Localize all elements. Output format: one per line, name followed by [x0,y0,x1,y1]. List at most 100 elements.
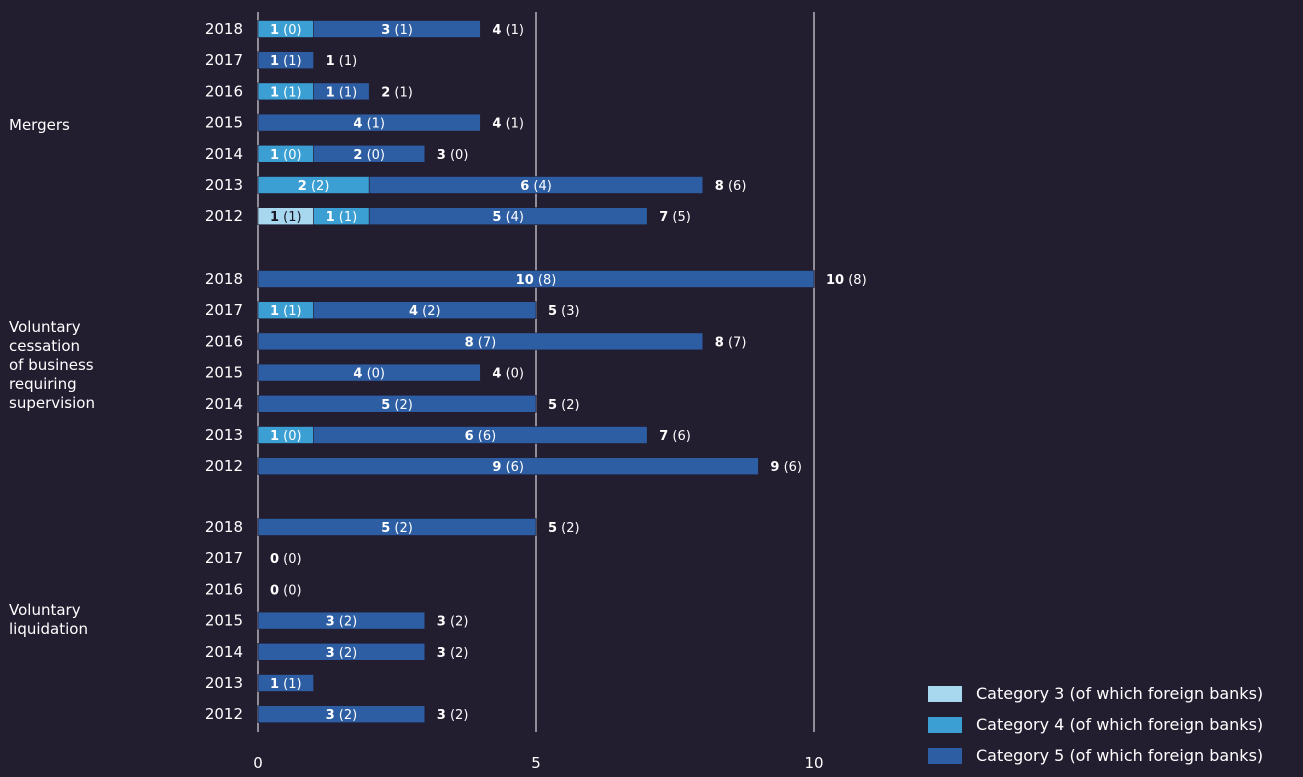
year-label: 2013 [205,176,243,194]
segment-label: 1 (1) [270,677,302,692]
segment-label: 8 (7) [465,335,497,350]
legend-swatch-cat4 [928,717,962,733]
total-label: 3 (2) [437,614,469,629]
year-label: 2012 [205,705,243,723]
bar-segment-cat5 [257,51,314,70]
segment-label: 3 (2) [326,645,358,660]
segment-label: 2 (2) [298,179,330,194]
year-label: 2018 [205,20,243,38]
legend-label-cat3: Category 3 (of which foreign banks) [976,684,1264,703]
year-label: 2016 [205,332,243,350]
year-label: 2016 [205,580,243,598]
segment-label: 6 (6) [465,429,497,444]
total-label: 5 (2) [548,521,580,536]
total-label: 4 (0) [492,366,524,381]
bar-segment-cat5 [257,518,537,536]
legend-swatch-cat3 [928,686,962,702]
total-label: 5 (3) [548,304,580,319]
bar-segment-cat5 [257,611,426,630]
bar-segment-cat5 [257,705,426,724]
segment-label: 10 (8) [516,273,557,288]
total-label: 3 (2) [437,708,469,723]
segment-label: 5 (2) [381,521,413,536]
bar-segment-cat5 [313,20,481,38]
total-label: 2 (1) [381,85,413,100]
bar-segment-cat5 [257,113,481,132]
bar-segment-cat5 [313,426,648,444]
bar-segment-cat5 [313,82,370,101]
total-label: 4 (1) [492,116,524,131]
year-label: 2014 [205,145,243,163]
total-label: 7 (6) [659,429,691,444]
segment-label: 1 (1) [326,85,358,100]
segment-label: 1 (1) [270,54,302,69]
segment-label: 1 (0) [270,429,302,444]
segment-label: 5 (2) [381,397,413,412]
total-label: 3 (0) [437,147,469,162]
group-label: Voluntary cessation of business requiring su… [9,318,95,412]
segment-label: 1 (0) [270,147,302,162]
year-label: 2014 [205,643,243,661]
segment-label: 3 (1) [381,23,413,38]
segment-label: 1 (1) [270,210,302,225]
group-label: Voluntary liquidation [9,601,88,638]
legend-label-cat5: Category 5 (of which foreign banks) [976,746,1264,765]
legend-swatch-cat5 [928,748,962,764]
segment-label: 6 (4) [520,179,552,194]
year-label: 2016 [205,82,243,100]
segment-label: 5 (4) [492,210,524,225]
year-label: 2017 [205,549,243,567]
year-label: 2018 [205,270,243,288]
total-label: 1 (1) [326,54,358,69]
year-label: 2017 [205,51,243,69]
year-label: 2012 [205,207,243,225]
total-label: 0 (0) [270,552,302,567]
year-label: 2018 [205,518,243,536]
year-label: 2013 [205,674,243,692]
segment-label: 1 (1) [326,210,358,225]
bar-segment-cat5 [257,363,481,382]
segment-label: 3 (2) [326,708,358,723]
group-label: Mergers [9,116,70,134]
year-label: 2015 [205,114,243,132]
bar-segment-cat5 [368,176,704,194]
bar-segment-cat5 [257,674,314,692]
year-label: 2015 [205,612,243,630]
total-label: 7 (5) [659,210,691,225]
segment-label: 9 (6) [492,460,524,475]
year-label: 2014 [205,395,243,413]
segment-label: 4 (0) [353,366,385,381]
year-label: 2017 [205,301,243,319]
bar-segment-cat5 [257,457,759,476]
bar-segment-cat5 [257,270,815,288]
bar-segment-cat5 [257,394,537,413]
year-label: 2013 [205,426,243,444]
segment-label: 4 (1) [353,116,385,131]
segment-label: 3 (2) [326,614,358,629]
total-label: 8 (7) [715,335,747,350]
segment-label: 1 (1) [270,304,302,319]
bar-segment-cat5 [313,145,426,163]
segment-label: 4 (2) [409,304,441,319]
total-label: 3 (2) [437,645,469,660]
total-label: 4 (1) [492,23,524,38]
year-label: 2012 [205,457,243,475]
bar-segment-cat5 [368,207,648,225]
total-label: 0 (0) [270,583,302,598]
legend-label-cat4: Category 4 (of which foreign banks) [976,715,1264,734]
bar-segment-cat5 [257,332,704,351]
bar-segment-cat5 [313,301,537,320]
total-label: 5 (2) [548,397,580,412]
segment-label: 1 (0) [270,23,302,38]
x-tick-label: 5 [531,754,541,772]
year-label: 2015 [205,364,243,382]
x-tick-label: 10 [804,754,823,772]
segment-label: 2 (0) [353,147,385,162]
total-label: 8 (6) [715,179,747,194]
bar-segment-cat5 [257,642,426,661]
x-tick-label: 0 [253,754,263,772]
segment-label: 1 (1) [270,85,302,100]
total-label: 9 (6) [770,460,802,475]
total-label: 10 (8) [826,273,867,288]
